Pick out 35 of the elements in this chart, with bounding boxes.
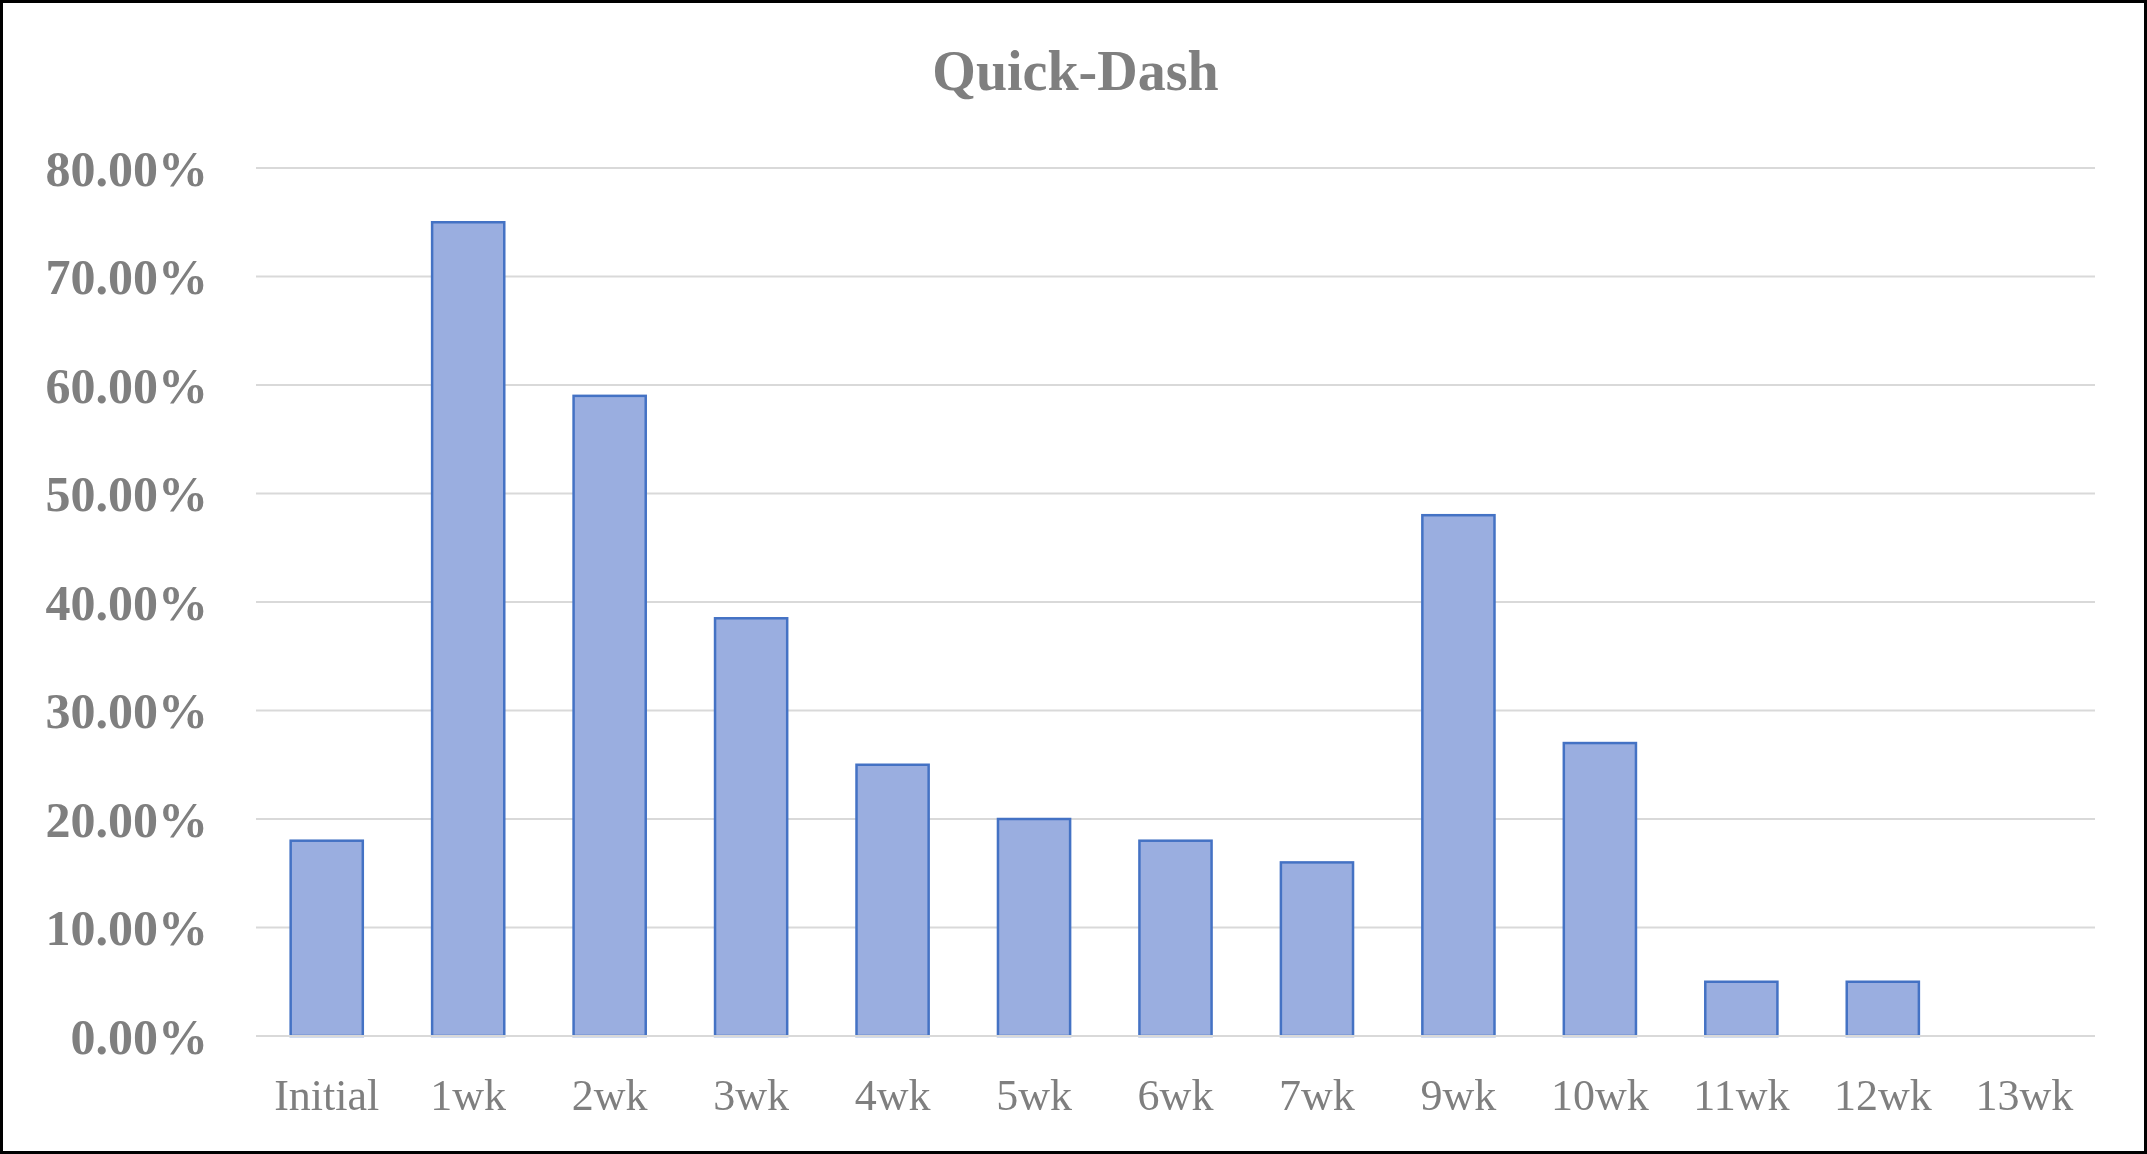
x-tick-label: 6wk — [1137, 1071, 1214, 1120]
bar — [996, 817, 1072, 1038]
y-tick-label: 0.00% — [70, 1008, 208, 1065]
x-tick-label: 10wk — [1550, 1071, 1649, 1120]
bar — [1562, 741, 1638, 1038]
y-tick-label: 10.00% — [45, 900, 208, 956]
y-tick-label: 20.00% — [45, 791, 208, 848]
bar — [1138, 839, 1213, 1038]
x-tick-label: 7wk — [1279, 1071, 1355, 1120]
x-tick-label: 13wk — [1975, 1071, 2074, 1120]
x-tick-label: 3wk — [713, 1071, 790, 1120]
bar — [1421, 513, 1496, 1038]
bar — [430, 221, 506, 1038]
y-tick-label: 80.00% — [45, 140, 208, 197]
x-tick-label: 1wk — [430, 1071, 507, 1120]
bar — [1845, 980, 1921, 1038]
y-tick-label: 40.00% — [45, 574, 208, 631]
x-tick-label: 2wk — [571, 1071, 648, 1120]
y-tick-label: 30.00% — [45, 683, 208, 739]
y-tick-label: 50.00% — [45, 466, 208, 522]
bar — [713, 617, 789, 1038]
bar — [572, 394, 647, 1038]
y-tick-label: 60.00% — [45, 357, 208, 414]
x-tick-label: 11wk — [1693, 1071, 1790, 1120]
bar — [289, 839, 365, 1038]
x-tick-label: 9wk — [1420, 1071, 1497, 1120]
x-tick-label: 4wk — [854, 1071, 931, 1120]
bar — [855, 763, 930, 1038]
x-tick-label: 12wk — [1833, 1071, 1932, 1120]
y-tick-label: 70.00% — [45, 249, 208, 305]
chart-title: Quick-Dash — [932, 40, 1219, 102]
bar — [1279, 861, 1355, 1038]
x-tick-label: 5wk — [996, 1071, 1072, 1120]
bar — [1704, 980, 1779, 1038]
x-tick-label: Initial — [274, 1071, 380, 1120]
